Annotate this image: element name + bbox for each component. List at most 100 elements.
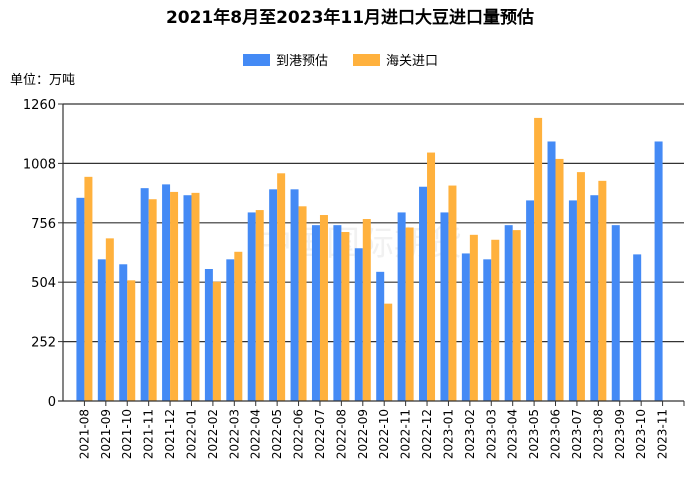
x-tick-label: 2023-05 <box>527 409 541 459</box>
x-tick-label: 2022-04 <box>249 409 263 459</box>
bar[interactable] <box>341 231 350 401</box>
x-tick-label: 2023-07 <box>570 409 584 459</box>
bar[interactable] <box>512 230 521 401</box>
y-tick-label: 0 <box>48 395 56 410</box>
x-tick-label: 2023-02 <box>463 409 477 459</box>
bar[interactable] <box>555 158 564 401</box>
bar[interactable] <box>319 215 328 401</box>
bar[interactable] <box>148 199 157 401</box>
x-tick-label: 2022-05 <box>270 409 284 459</box>
y-tick-label: 252 <box>31 336 56 351</box>
legend-item-customs-import[interactable]: 海关进口 <box>353 54 438 69</box>
x-axis-ticks: 2021-08 2021-09 2021-10 2021-11 2021-12 2022-… <box>77 401 685 459</box>
x-tick-label: 2022-03 <box>227 409 241 459</box>
x-tick-label: 2022-11 <box>399 409 413 459</box>
y-tick-label: 1260 <box>23 98 56 113</box>
bar[interactable] <box>568 200 577 401</box>
bar[interactable] <box>576 172 585 401</box>
bar[interactable] <box>461 253 470 401</box>
legend-label-arrival-estimate: 到港预估 <box>276 54 328 69</box>
bar[interactable] <box>547 141 556 401</box>
bar[interactable] <box>534 117 543 402</box>
x-tick-label: 2023-01 <box>441 409 455 459</box>
axes <box>58 104 684 402</box>
legend: 到港预估 海关进口 <box>243 54 438 69</box>
bar[interactable] <box>127 280 136 401</box>
bar[interactable] <box>84 176 93 401</box>
bar[interactable] <box>333 225 342 401</box>
x-tick-label: 2023-03 <box>484 409 498 459</box>
y-tick-label: 756 <box>31 217 56 232</box>
x-tick-label: 2023-06 <box>549 409 563 459</box>
x-tick-label: 2022-09 <box>356 409 370 459</box>
x-tick-label: 2022-02 <box>206 409 220 459</box>
x-tick-label: 2023-10 <box>634 409 648 459</box>
x-tick-label: 2023-09 <box>613 409 627 459</box>
bar[interactable] <box>633 254 642 401</box>
bar[interactable] <box>526 200 535 401</box>
bar[interactable] <box>76 197 85 401</box>
bar[interactable] <box>311 225 320 401</box>
y-axis-ticks: 0 252 504 756 1008 1260 <box>23 98 63 410</box>
bar[interactable] <box>440 212 449 401</box>
bar[interactable] <box>491 239 500 401</box>
bar[interactable] <box>97 259 106 401</box>
x-tick-label: 2021-08 <box>77 409 91 459</box>
bar[interactable] <box>611 225 620 401</box>
bar[interactable] <box>191 192 200 401</box>
x-tick-label: 2023-11 <box>656 409 670 459</box>
bar[interactable] <box>204 269 213 401</box>
x-tick-label: 2023-04 <box>506 409 520 459</box>
bar[interactable] <box>376 271 385 401</box>
bar[interactable] <box>247 212 256 401</box>
bar[interactable] <box>277 173 286 401</box>
x-tick-label: 2022-08 <box>334 409 348 459</box>
x-tick-label: 2022-10 <box>377 409 391 459</box>
bar[interactable] <box>419 186 428 401</box>
bar[interactable] <box>162 184 171 401</box>
x-tick-label: 2021-10 <box>120 409 134 459</box>
bar[interactable] <box>598 180 607 401</box>
bar[interactable] <box>354 248 363 401</box>
bar[interactable] <box>362 219 371 401</box>
x-tick-label: 2023-08 <box>591 409 605 459</box>
chart-title: 2021年8月至2023年11月进口大豆进口量预估 <box>166 7 534 28</box>
x-tick-label: 2022-01 <box>184 409 198 459</box>
bar[interactable] <box>469 234 478 401</box>
bar[interactable] <box>226 259 235 401</box>
y-tick-label: 504 <box>31 276 56 291</box>
bar[interactable] <box>590 195 599 401</box>
bar[interactable] <box>140 188 149 401</box>
bar[interactable] <box>170 191 179 401</box>
bar[interactable] <box>105 238 114 401</box>
bar[interactable] <box>504 225 513 401</box>
legend-item-arrival-estimate[interactable]: 到港预估 <box>243 54 328 69</box>
legend-label-customs-import: 海关进口 <box>386 54 438 69</box>
bar[interactable] <box>397 212 406 401</box>
bar[interactable] <box>212 281 221 401</box>
bar[interactable] <box>427 152 436 401</box>
x-tick-label: 2021-09 <box>99 409 113 459</box>
bar[interactable] <box>269 189 278 401</box>
legend-swatch-blue <box>243 54 270 66</box>
bar[interactable] <box>448 185 457 401</box>
x-tick-label: 2021-11 <box>142 409 156 459</box>
bar[interactable] <box>234 251 243 401</box>
x-tick-label: 2022-06 <box>292 409 306 459</box>
bar[interactable] <box>119 264 128 401</box>
bar[interactable] <box>483 259 492 401</box>
bar[interactable] <box>298 206 307 401</box>
unit-label: 单位：万吨 <box>10 73 75 88</box>
legend-swatch-orange <box>353 54 380 66</box>
bar[interactable] <box>290 189 299 401</box>
x-tick-label: 2022-07 <box>313 409 327 459</box>
bar[interactable] <box>384 303 393 401</box>
bar[interactable] <box>255 210 264 401</box>
bar[interactable] <box>654 141 663 401</box>
bar[interactable] <box>405 227 414 401</box>
y-tick-label: 1008 <box>23 157 56 172</box>
bar[interactable] <box>183 195 192 401</box>
x-tick-label: 2021-12 <box>163 409 177 459</box>
x-tick-label: 2022-12 <box>420 409 434 459</box>
